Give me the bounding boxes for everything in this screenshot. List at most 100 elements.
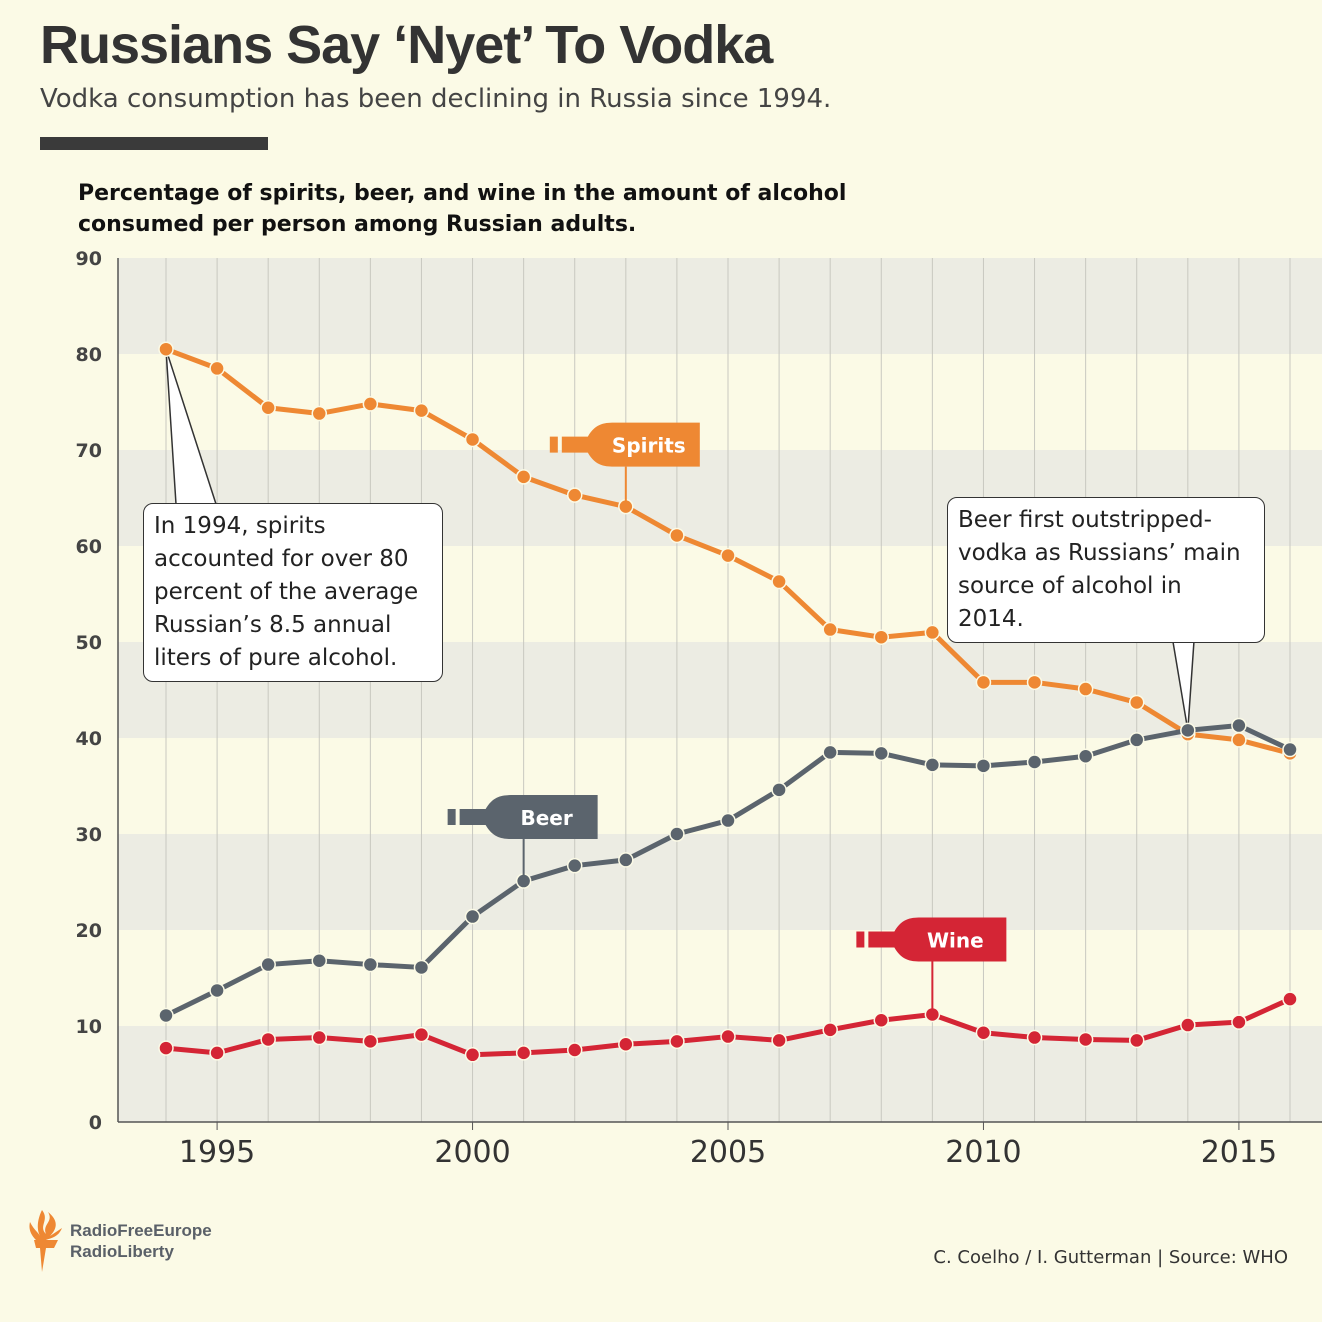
data-point-spirits: [260, 400, 276, 416]
series-label-wine: Wine: [927, 928, 984, 952]
data-point-spirits: [515, 469, 532, 485]
data-point-spirits: [720, 547, 736, 564]
data-point-spirits: [873, 629, 890, 645]
data-point-beer: [618, 852, 634, 868]
data-point-wine: [158, 1040, 174, 1056]
rferl-logo: RadioFreeEurope RadioLiberty: [28, 1210, 212, 1272]
x-tick-label: 2015: [1201, 1135, 1277, 1170]
data-point-wine: [1180, 1017, 1196, 1033]
data-point-spirits: [771, 573, 787, 590]
y-tick-label: 40: [76, 728, 102, 750]
data-point-spirits: [1231, 732, 1247, 748]
annotation-2014: Beer first outstripped- vodka as Russian…: [947, 497, 1265, 643]
data-point-spirits: [618, 498, 634, 515]
page-subtitle: Vodka consumption has been declining in …: [40, 84, 832, 114]
x-tick-label: 2000: [434, 1135, 510, 1170]
data-point-spirits: [413, 402, 430, 419]
data-point-beer: [1128, 732, 1145, 748]
data-point-wine: [618, 1036, 634, 1052]
data-point-spirits: [158, 341, 174, 357]
data-point-beer: [771, 782, 787, 798]
data-point-spirits: [1077, 681, 1094, 697]
data-point-wine: [924, 1006, 941, 1023]
y-tick-label: 20: [76, 920, 102, 942]
data-point-wine: [311, 1029, 328, 1046]
data-point-spirits: [209, 360, 225, 377]
page-title: Russians Say ‘Nyet’ To Vodka: [40, 15, 773, 75]
data-point-beer: [413, 959, 430, 976]
y-tick-label: 60: [76, 536, 102, 558]
data-point-wine: [975, 1024, 992, 1041]
grid-band: [118, 834, 1322, 930]
data-point-spirits: [464, 431, 481, 448]
credit: C. Coelho / I. Gutterman | Source: WHO: [933, 1247, 1288, 1268]
data-point-spirits: [924, 624, 941, 641]
y-tick-label: 80: [76, 344, 102, 366]
data-point-spirits: [566, 487, 583, 503]
y-tick-label: 70: [76, 440, 102, 462]
series-label-beer: Beer: [521, 806, 573, 830]
data-point-wine: [260, 1031, 276, 1048]
annotation-1994: In 1994, spirits accounted for over 80 p…: [143, 503, 443, 682]
data-point-beer: [158, 1007, 174, 1024]
data-point-wine: [1282, 991, 1298, 1007]
data-point-spirits: [311, 405, 328, 422]
data-point-beer: [362, 956, 379, 973]
data-point-wine: [515, 1045, 532, 1061]
data-point-spirits: [1026, 674, 1043, 691]
data-point-wine: [822, 1022, 838, 1038]
x-tick-label: 1995: [179, 1135, 255, 1170]
data-point-wine: [1128, 1032, 1145, 1049]
chart-title: Percentage of spirits, beer, and wine in…: [78, 181, 847, 237]
data-point-wine: [464, 1047, 481, 1063]
data-point-beer: [464, 908, 481, 925]
data-point-beer: [720, 812, 736, 829]
y-tick-label: 50: [76, 632, 102, 654]
data-point-wine: [566, 1042, 583, 1058]
title-rule: [40, 137, 268, 150]
data-point-beer: [209, 982, 225, 999]
logo-line2: RadioLiberty: [70, 1242, 174, 1261]
data-point-spirits: [669, 527, 685, 544]
data-point-wine: [209, 1045, 225, 1061]
data-point-beer: [1026, 754, 1043, 770]
data-point-wine: [1026, 1029, 1043, 1046]
data-point-spirits: [975, 674, 992, 691]
data-point-beer: [566, 857, 583, 874]
y-tick-label: 90: [76, 248, 102, 270]
data-point-beer: [669, 826, 685, 842]
data-point-beer: [1231, 717, 1247, 734]
data-point-wine: [720, 1028, 736, 1045]
series-label-spirits: Spirits: [612, 434, 686, 458]
data-point-beer: [924, 757, 941, 773]
data-point-spirits: [362, 396, 379, 412]
y-tick-label: 0: [89, 1112, 102, 1134]
data-point-wine: [1077, 1031, 1094, 1048]
data-point-beer: [260, 956, 276, 973]
bottle-icon-spirits: [549, 422, 700, 467]
data-point-beer: [311, 952, 328, 969]
x-tick-label: 2005: [690, 1135, 766, 1170]
data-point-beer: [1077, 748, 1094, 764]
data-point-beer: [822, 744, 838, 761]
data-point-beer: [1180, 722, 1196, 739]
grid-band: [118, 258, 1322, 354]
logo-line1: RadioFreeEurope: [70, 1221, 212, 1240]
data-point-beer: [975, 758, 992, 774]
data-point-spirits: [1128, 694, 1145, 711]
data-point-beer: [873, 745, 890, 762]
data-point-wine: [669, 1033, 685, 1050]
torch-icon: [29, 1210, 63, 1272]
data-point-spirits: [822, 621, 838, 638]
x-tick-label: 2010: [945, 1135, 1021, 1170]
y-tick-label: 10: [76, 1016, 102, 1038]
data-point-wine: [362, 1033, 379, 1050]
data-point-wine: [873, 1012, 890, 1028]
data-point-wine: [1231, 1014, 1247, 1030]
bottle-icon-beer: [447, 795, 598, 840]
y-tick-label: 30: [76, 824, 102, 846]
data-point-wine: [413, 1026, 430, 1043]
data-point-wine: [771, 1032, 787, 1049]
